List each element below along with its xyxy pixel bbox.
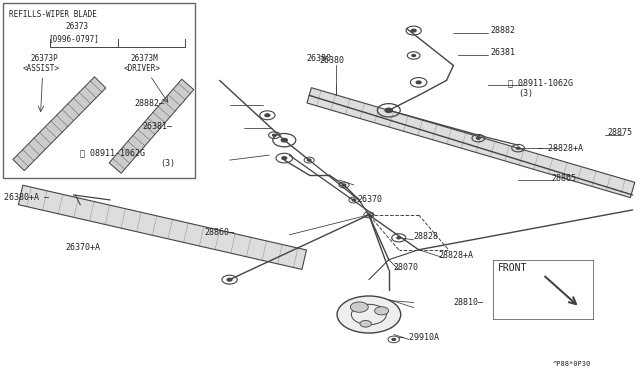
Circle shape [351,302,368,312]
Text: [0996-0797]: [0996-0797] [49,34,99,43]
Text: FRONT: FRONT [499,263,527,273]
Circle shape [367,214,371,216]
Text: 28828: 28828 [413,232,438,241]
Text: 28860—: 28860— [205,228,234,237]
Polygon shape [13,77,106,171]
Text: 28810—: 28810— [454,298,483,307]
FancyBboxPatch shape [3,3,195,178]
Circle shape [516,147,520,149]
Text: 26381—: 26381— [143,122,173,131]
Circle shape [227,278,232,281]
Circle shape [411,29,416,32]
Text: (3): (3) [160,158,175,167]
Circle shape [412,54,415,57]
Text: 26380+A —: 26380+A — [4,193,49,202]
Text: <ASSIST>: <ASSIST> [22,64,60,73]
Circle shape [273,134,276,136]
Circle shape [265,114,270,117]
Text: ^P88*0P30: ^P88*0P30 [553,361,591,367]
Circle shape [360,320,371,327]
Circle shape [392,338,396,340]
Text: 28882: 28882 [490,26,515,35]
Text: — 29910A: — 29910A [399,333,439,342]
Circle shape [307,159,311,161]
Text: 26373M: 26373M [130,54,158,63]
Text: 28070: 28070 [394,263,419,272]
Text: <DRIVER>: <DRIVER> [124,64,161,73]
Text: 26373: 26373 [65,22,88,31]
Text: 28828+A: 28828+A [438,251,474,260]
Circle shape [374,307,388,315]
Text: 28865: 28865 [551,173,576,183]
Text: ⓝ 08911-1062G: ⓝ 08911-1062G [508,78,573,87]
Text: 28882—: 28882— [135,99,165,108]
Circle shape [281,138,287,142]
Circle shape [337,296,401,333]
Circle shape [352,199,356,201]
Text: 26380: 26380 [306,54,331,63]
Text: 26381: 26381 [490,48,515,57]
Circle shape [397,237,401,239]
Circle shape [416,81,421,84]
Circle shape [476,137,480,139]
Circle shape [342,184,346,186]
Text: 28875: 28875 [608,128,633,137]
Text: 26370: 26370 [357,195,382,205]
Text: — 28828+A: — 28828+A [538,144,583,153]
Circle shape [385,108,392,112]
Circle shape [282,157,287,160]
Polygon shape [109,79,194,173]
Text: (3): (3) [518,89,533,98]
Text: ⓝ 08911-1062G: ⓝ 08911-1062G [80,149,145,158]
Text: 26373P: 26373P [31,54,58,63]
Text: REFILLS-WIPER BLADE: REFILLS-WIPER BLADE [9,10,97,19]
Polygon shape [19,185,307,269]
Polygon shape [307,88,635,198]
Text: 26380: 26380 [319,56,344,65]
Text: 26370+A: 26370+A [65,243,100,252]
